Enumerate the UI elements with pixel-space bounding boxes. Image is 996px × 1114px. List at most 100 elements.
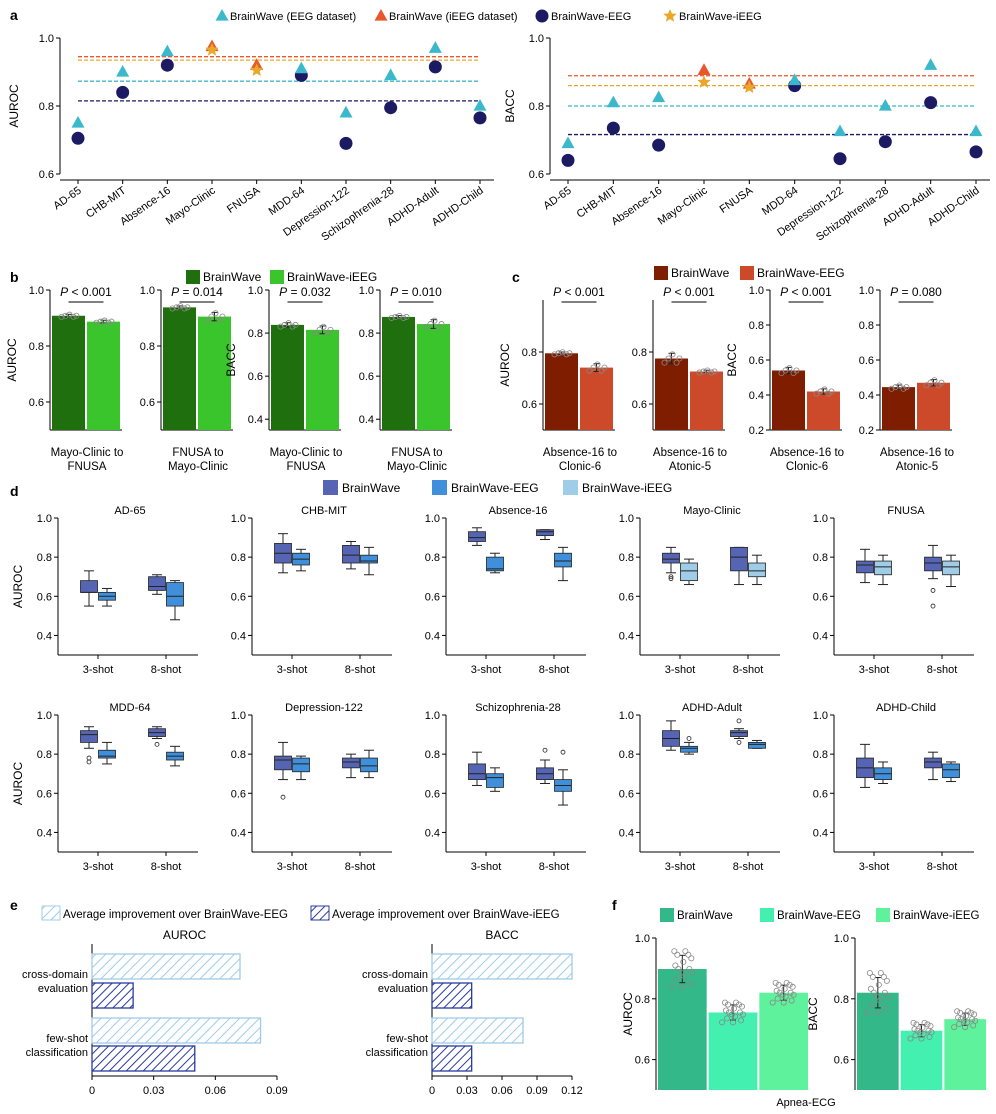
y-tick-label: 0.8: [248, 328, 263, 340]
sample-dot: [739, 1003, 746, 1010]
outlier-point: [668, 576, 674, 582]
legend-swatch-brainwave: [186, 270, 200, 284]
sample-dot: [675, 966, 682, 973]
box-brainwave: [536, 529, 554, 537]
sample-dot: [62, 312, 69, 319]
bar-brainwave-eeg: [917, 382, 950, 430]
sample-dot: [779, 991, 786, 998]
y-tick-label: 1.0: [529, 33, 544, 45]
sample-dot: [780, 999, 787, 1006]
x-tick-label: 0.06: [205, 1085, 226, 1097]
box-brainwave: [342, 545, 360, 564]
sample-dot: [892, 384, 899, 391]
y-tick-label: 0.8: [359, 328, 374, 340]
subplot-title: Absence-16: [489, 505, 548, 517]
y-tick-label: 1.0: [37, 710, 52, 722]
y-tick-label: 0.4: [813, 827, 828, 839]
bar-brainwave-ieeg: [417, 324, 450, 430]
y-tick-label: 0.4: [248, 414, 263, 426]
sample-dot: [867, 985, 874, 992]
outlier-point: [154, 741, 160, 747]
legend-label: Average improvement over BrainWave-EEG: [63, 909, 288, 921]
sample-dot: [676, 355, 683, 362]
box-brainwave: [342, 757, 360, 769]
category-label: evaluation: [38, 983, 88, 995]
sample-dot: [555, 350, 562, 357]
sample-dot: [212, 310, 219, 317]
category-label: few-shot: [386, 1033, 428, 1045]
bar-brainwave: [382, 316, 415, 430]
outlier-point: [686, 736, 692, 741]
legend-swatch-brainwave: [654, 266, 668, 280]
sample-dot: [403, 313, 410, 320]
panel-label-b: b: [10, 269, 19, 285]
point-brainwave-eeg: [924, 96, 938, 110]
box-brainwave: [924, 556, 942, 572]
x-axis-label: Mayo-Clinic: [168, 461, 228, 473]
point-brainwave-eeg-dataset: [294, 61, 308, 74]
legend-label: BrainWave-iEEG: [287, 270, 377, 284]
panel-label-e: e: [10, 897, 18, 913]
sample-dot: [918, 1035, 925, 1042]
x-axis-label: FNUSA: [68, 461, 107, 473]
subplot-title: ADHD-Child: [876, 702, 936, 714]
y-axis-title: BACC: [224, 343, 238, 377]
y-tick-label: 0.6: [632, 399, 647, 411]
outlier-point: [930, 588, 936, 593]
sample-dot: [673, 976, 680, 983]
y-tick-label: 0.4: [231, 630, 246, 642]
sample-dot: [969, 1016, 976, 1023]
y-axis-title: AUROC: [498, 343, 512, 387]
sample-dot: [673, 359, 680, 366]
sample-dot: [907, 1035, 914, 1042]
x-tick-label: 0.06: [491, 1085, 512, 1097]
sample-dot: [204, 316, 211, 323]
x-axis-label: FNUSA: [287, 461, 326, 473]
legend-label: BrainWave-EEG: [451, 481, 539, 495]
x-tick-label: FNUSA: [718, 184, 756, 216]
point-brainwave-eeg-dataset: [833, 124, 847, 137]
sample-dot: [724, 1015, 731, 1022]
y-tick-label: 0.8: [29, 341, 44, 353]
sample-dot: [730, 1019, 737, 1026]
x-tick-label: 3-shot: [859, 861, 890, 873]
sample-dot: [733, 999, 740, 1006]
sample-dot: [678, 969, 685, 976]
box-brainwave: [730, 730, 748, 737]
sample-dot: [776, 989, 783, 996]
sample-dot: [783, 979, 790, 986]
y-tick-label: 0.8: [859, 320, 874, 332]
sample-dot: [781, 985, 788, 992]
sample-dot: [828, 388, 835, 395]
outlier-point: [86, 755, 92, 761]
bar-ieeg-improvement: [91, 1045, 196, 1072]
legend-triangle-teal: [215, 8, 229, 21]
bar-eeg-improvement: [91, 1017, 262, 1044]
bar-brainwave: [655, 358, 688, 430]
y-tick-label: 0.6: [529, 169, 544, 181]
sample-dot: [873, 993, 880, 1000]
category-label: cross-domain: [362, 969, 428, 981]
sample-dot: [961, 1017, 968, 1024]
sample-dot: [782, 993, 789, 1000]
x-tick-label: 0: [429, 1085, 435, 1097]
box-brainwave-eeg: [942, 763, 960, 779]
outlier-point: [86, 759, 92, 765]
x-tick-label: 0.09: [526, 1085, 547, 1097]
y-tick-label: 1.0: [635, 933, 650, 945]
y-tick-label: 0.6: [37, 788, 52, 800]
y-tick-label: 0.8: [749, 320, 764, 332]
subplot-title: Mayo-Clinic: [683, 505, 741, 517]
sample-dot: [723, 1007, 730, 1014]
sample-dot: [868, 1001, 875, 1008]
point-brainwave-eeg: [561, 153, 575, 167]
subplot-title: ADHD-Adult: [682, 702, 742, 714]
p-value-label: P = 0.014: [171, 285, 223, 299]
y-axis-title: AUROC: [7, 84, 21, 128]
x-tick-label: 3-shot: [83, 861, 114, 873]
sample-dot: [423, 324, 430, 331]
x-tick-label: MDD-64: [267, 185, 307, 218]
y-tick-label: 0.8: [813, 749, 828, 761]
bar-brainwave: [658, 969, 707, 1090]
sample-dot: [737, 1009, 744, 1016]
